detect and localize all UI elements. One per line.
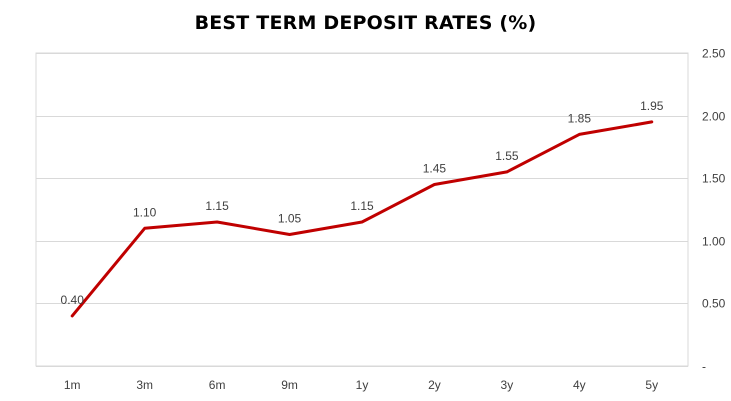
data-label: 1.45: [423, 161, 447, 175]
data-label: 0.40: [61, 293, 85, 307]
y-tick-label: -: [702, 360, 706, 374]
x-tick-label: 3y: [501, 378, 514, 392]
x-tick-label: 4y: [573, 378, 586, 392]
series-line: [70, 120, 654, 318]
x-tick-label: 1m: [64, 378, 81, 392]
x-tick-label: 1y: [356, 378, 369, 392]
chart-title: BEST TERM DEPOSIT RATES (%): [194, 12, 537, 34]
gridlines: [35, 52, 689, 367]
x-tick-label: 6m: [209, 378, 226, 392]
data-label: 1.10: [133, 205, 157, 219]
x-tick-label: 2y: [428, 378, 441, 392]
series-line-layer: [70, 120, 654, 318]
data-label: 1.05: [278, 212, 302, 226]
y-tick-label: 0.50: [702, 297, 726, 311]
y-tick-label: 1.00: [702, 235, 726, 249]
x-axis-ticks: 1m 3m 6m 9m 1y 2y 3y 4y 5y: [64, 378, 658, 392]
y-axis-ticks: - 0.50 1.00 1.50 2.00 2.50: [702, 47, 726, 374]
y-tick-label: 2.50: [702, 47, 726, 61]
x-tick-label: 9m: [281, 378, 298, 392]
data-label: 1.15: [350, 199, 374, 213]
x-tick-label: 5y: [645, 378, 658, 392]
data-label: 1.85: [568, 111, 592, 125]
y-tick-label: 1.50: [702, 172, 726, 186]
data-labels: 0.40 1.10 1.15 1.05 1.15 1.45 1.55 1.85 1.95: [61, 99, 664, 307]
data-label: 1.15: [205, 199, 229, 213]
y-tick-label: 2.00: [702, 110, 726, 124]
data-label: 1.55: [495, 149, 519, 163]
data-label: 1.95: [640, 99, 664, 113]
x-tick-label: 3m: [136, 378, 153, 392]
